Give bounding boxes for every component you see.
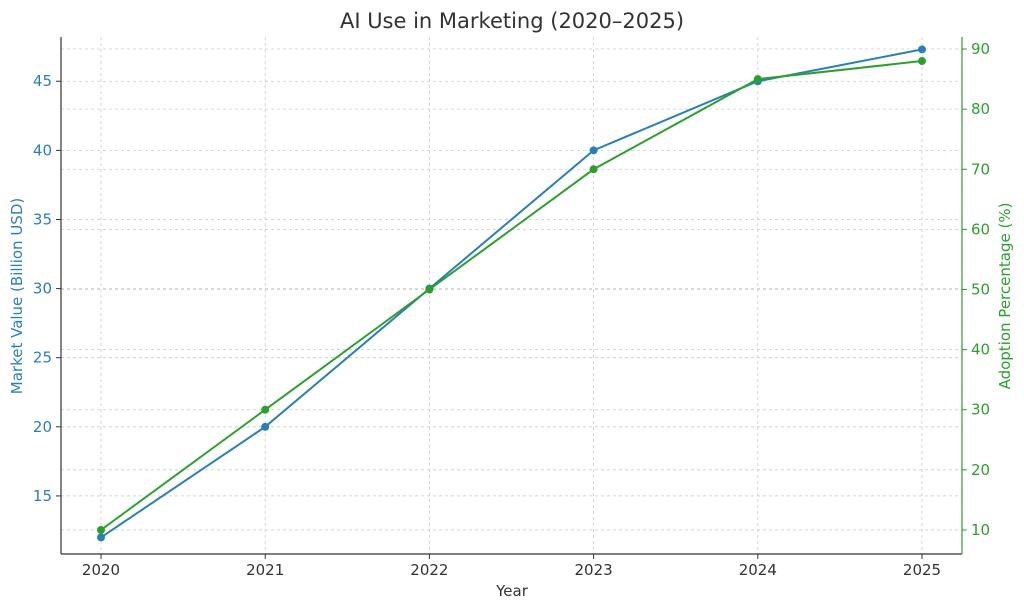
data-point-right [97, 525, 105, 534]
axes [60, 37, 963, 555]
y-left-tick-label: 35 [33, 210, 52, 228]
y-right-tick-label: 30 [971, 401, 990, 419]
ticks: 2020 2021 2022 2023 2024 20251520253035404510… [33, 40, 990, 579]
data-point-right [261, 405, 270, 414]
data-point-left [918, 45, 926, 54]
chart-title: AI Use in Marketing (2020–2025) [340, 9, 684, 33]
data-point-left [97, 533, 105, 542]
y-left-tick-label: 30 [33, 280, 52, 298]
y-right-tick-label: 60 [971, 220, 990, 238]
y-left-tick-label: 40 [33, 141, 52, 159]
y-left-tick-label: 15 [33, 487, 52, 505]
y-right-tick-label: 40 [971, 341, 990, 359]
data-point-right [753, 75, 762, 84]
data-point-right [425, 285, 434, 294]
data-point-right [918, 57, 926, 66]
x-tick-label: 2025 [903, 561, 941, 579]
y-right-tick-label: 10 [971, 521, 990, 539]
y-right-tick-label: 70 [971, 160, 990, 178]
data-point-left [589, 146, 598, 155]
y-left-tick-label: 45 [33, 72, 52, 90]
x-axis-label: Year [495, 582, 529, 600]
data-point-right [589, 165, 598, 174]
series-points [97, 45, 926, 542]
x-tick-label: 2023 [575, 561, 613, 579]
series-lines [100, 48, 923, 539]
y-right-axis-label: Adoption Percentage (%) [996, 203, 1014, 390]
y-left-tick-label: 20 [33, 418, 52, 436]
y-right-tick-label: 80 [971, 100, 990, 118]
y-left-tick-label: 25 [33, 349, 52, 367]
x-tick-label: 2024 [739, 561, 777, 579]
grid [61, 37, 962, 554]
x-tick-label: 2021 [246, 561, 284, 579]
series-line-right [100, 60, 923, 531]
y-right-tick-label: 50 [971, 280, 990, 298]
series-line-left [100, 48, 923, 539]
x-tick-label: 2022 [410, 561, 448, 579]
x-tick-label: 2020 [82, 561, 120, 579]
y-right-tick-label: 90 [971, 40, 990, 58]
y-right-tick-label: 20 [971, 461, 990, 479]
y-left-axis-label: Market Value (Billion USD) [8, 198, 26, 394]
data-point-left [261, 422, 270, 431]
